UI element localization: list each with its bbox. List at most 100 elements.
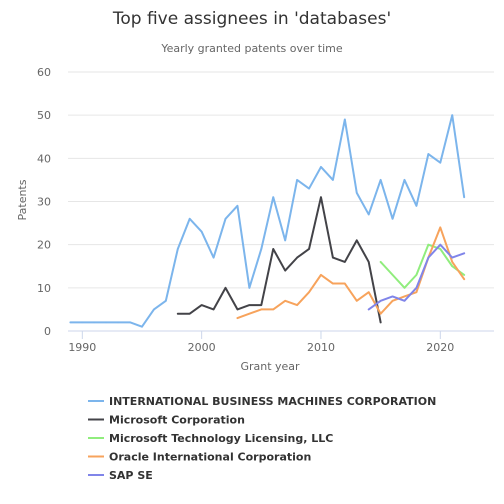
data-point[interactable] bbox=[451, 114, 453, 116]
data-point[interactable] bbox=[308, 187, 310, 189]
data-point[interactable] bbox=[344, 282, 346, 284]
data-point[interactable] bbox=[427, 243, 429, 245]
data-point[interactable] bbox=[463, 278, 465, 280]
data-point[interactable] bbox=[177, 313, 179, 315]
data-point[interactable] bbox=[200, 304, 202, 306]
data-point[interactable] bbox=[415, 274, 417, 276]
data-point[interactable] bbox=[463, 196, 465, 198]
data-point[interactable] bbox=[308, 291, 310, 293]
data-point[interactable] bbox=[248, 304, 250, 306]
data-point[interactable] bbox=[379, 300, 381, 302]
data-point[interactable] bbox=[212, 256, 214, 258]
data-point[interactable] bbox=[93, 321, 95, 323]
data-point[interactable] bbox=[415, 291, 417, 293]
data-point[interactable] bbox=[463, 252, 465, 254]
data-point[interactable] bbox=[189, 313, 191, 315]
data-point[interactable] bbox=[451, 265, 453, 267]
data-point[interactable] bbox=[403, 179, 405, 181]
data-point[interactable] bbox=[189, 218, 191, 220]
data-point[interactable] bbox=[356, 192, 358, 194]
data-point[interactable] bbox=[296, 256, 298, 258]
data-point[interactable] bbox=[427, 153, 429, 155]
data-point[interactable] bbox=[248, 287, 250, 289]
data-point[interactable] bbox=[105, 321, 107, 323]
data-point[interactable] bbox=[463, 274, 465, 276]
data-point[interactable] bbox=[260, 308, 262, 310]
data-point[interactable] bbox=[379, 321, 381, 323]
data-point[interactable] bbox=[200, 231, 202, 233]
y-tick-label: 60 bbox=[37, 66, 51, 79]
legend-item[interactable]: Microsoft Corporation bbox=[88, 414, 245, 427]
data-point[interactable] bbox=[69, 321, 71, 323]
data-point[interactable] bbox=[153, 308, 155, 310]
data-point[interactable] bbox=[368, 213, 370, 215]
data-point[interactable] bbox=[332, 282, 334, 284]
data-point[interactable] bbox=[439, 226, 441, 228]
data-point[interactable] bbox=[308, 248, 310, 250]
y-tick-label: 30 bbox=[37, 196, 51, 209]
data-point[interactable] bbox=[415, 205, 417, 207]
data-point[interactable] bbox=[391, 300, 393, 302]
data-point[interactable] bbox=[379, 261, 381, 263]
data-point[interactable] bbox=[236, 317, 238, 319]
data-point[interactable] bbox=[403, 295, 405, 297]
data-point[interactable] bbox=[320, 196, 322, 198]
y-tick-label: 40 bbox=[37, 152, 51, 165]
data-point[interactable] bbox=[391, 218, 393, 220]
data-point[interactable] bbox=[296, 179, 298, 181]
legend-item[interactable]: Microsoft Technology Licensing, LLC bbox=[88, 432, 333, 445]
x-tick-label: 2010 bbox=[307, 341, 335, 354]
data-point[interactable] bbox=[165, 300, 167, 302]
data-point[interactable] bbox=[81, 321, 83, 323]
data-point[interactable] bbox=[272, 196, 274, 198]
data-point[interactable] bbox=[236, 308, 238, 310]
data-point[interactable] bbox=[391, 295, 393, 297]
data-point[interactable] bbox=[224, 218, 226, 220]
data-point[interactable] bbox=[427, 256, 429, 258]
data-point[interactable] bbox=[284, 300, 286, 302]
data-point[interactable] bbox=[391, 274, 393, 276]
data-point[interactable] bbox=[451, 261, 453, 263]
data-point[interactable] bbox=[356, 300, 358, 302]
data-point[interactable] bbox=[320, 274, 322, 276]
data-point[interactable] bbox=[284, 269, 286, 271]
data-point[interactable] bbox=[236, 205, 238, 207]
legend-item[interactable]: Oracle International Corporation bbox=[88, 451, 311, 464]
data-point[interactable] bbox=[439, 243, 441, 245]
data-point[interactable] bbox=[368, 308, 370, 310]
y-tick-label: 0 bbox=[44, 325, 51, 338]
data-point[interactable] bbox=[117, 321, 119, 323]
data-point[interactable] bbox=[332, 179, 334, 181]
data-point[interactable] bbox=[320, 166, 322, 168]
data-point[interactable] bbox=[212, 308, 214, 310]
legend-item[interactable]: INTERNATIONAL BUSINESS MACHINES CORPORAT… bbox=[88, 395, 436, 408]
data-point[interactable] bbox=[439, 248, 441, 250]
data-point[interactable] bbox=[224, 287, 226, 289]
x-tick-label: 2020 bbox=[426, 341, 454, 354]
data-point[interactable] bbox=[177, 248, 179, 250]
data-point[interactable] bbox=[379, 313, 381, 315]
data-point[interactable] bbox=[356, 239, 358, 241]
data-point[interactable] bbox=[272, 308, 274, 310]
data-point[interactable] bbox=[248, 313, 250, 315]
data-point[interactable] bbox=[296, 304, 298, 306]
data-point[interactable] bbox=[141, 325, 143, 327]
data-point[interactable] bbox=[403, 287, 405, 289]
data-point[interactable] bbox=[415, 287, 417, 289]
x-axis-title: Grant year bbox=[240, 360, 300, 373]
data-point[interactable] bbox=[451, 256, 453, 258]
data-point[interactable] bbox=[129, 321, 131, 323]
data-point[interactable] bbox=[332, 256, 334, 258]
data-point[interactable] bbox=[368, 291, 370, 293]
data-point[interactable] bbox=[344, 261, 346, 263]
data-point[interactable] bbox=[260, 248, 262, 250]
data-point[interactable] bbox=[260, 304, 262, 306]
y-tick-label: 50 bbox=[37, 109, 51, 122]
data-point[interactable] bbox=[284, 239, 286, 241]
data-point[interactable] bbox=[379, 179, 381, 181]
data-point[interactable] bbox=[344, 118, 346, 120]
data-point[interactable] bbox=[439, 161, 441, 163]
data-point[interactable] bbox=[272, 248, 274, 250]
data-point[interactable] bbox=[403, 300, 405, 302]
data-point[interactable] bbox=[368, 261, 370, 263]
